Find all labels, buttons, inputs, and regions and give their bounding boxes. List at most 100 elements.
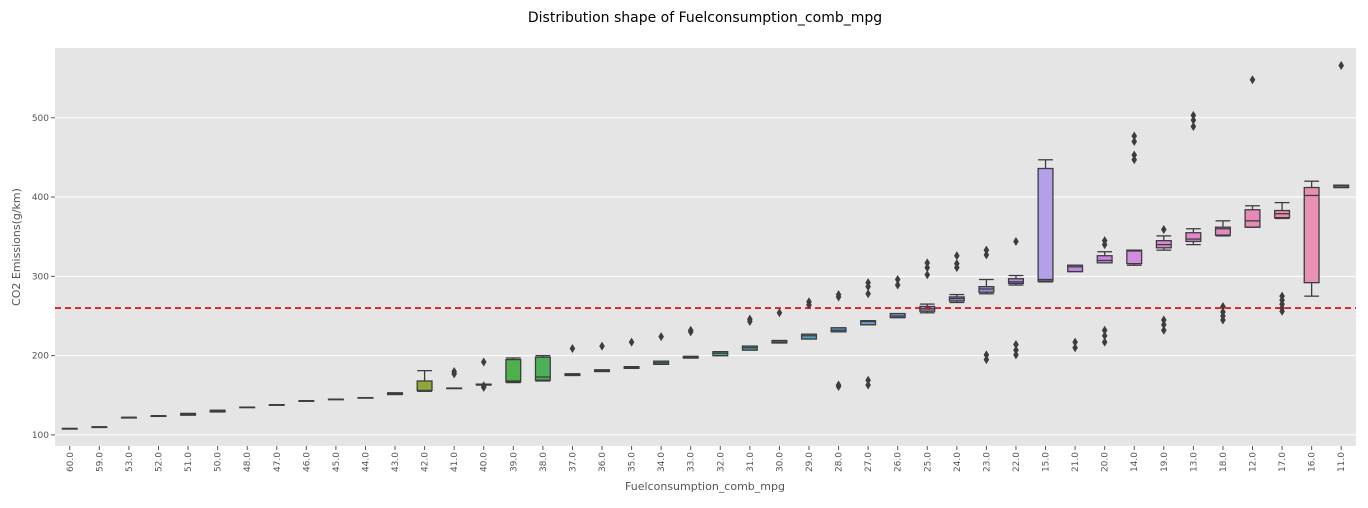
y-tick-label: 100 (32, 431, 49, 441)
x-tick-label: 14.0 (1130, 452, 1140, 472)
outlier (1013, 345, 1019, 355)
x-tick-label: 38.0 (539, 452, 549, 472)
outlier (954, 263, 960, 273)
x-tick-label: 37.0 (568, 452, 578, 472)
box (1185, 232, 1202, 243)
x-tick-label: 33.0 (687, 452, 697, 472)
x-tick-label: 46.0 (302, 452, 312, 472)
box (416, 380, 433, 392)
x-tick-label: 21.0 (1071, 452, 1081, 472)
x-tick-label: 20.0 (1101, 452, 1111, 472)
x-tick-label: 41.0 (450, 452, 460, 472)
x-tick-label: 22.0 (1012, 452, 1022, 472)
x-tick-label: 16.0 (1308, 452, 1318, 472)
x-tick-label: 18.0 (1219, 452, 1229, 472)
outlier (954, 251, 960, 261)
box (1096, 255, 1113, 264)
outlier (451, 366, 457, 376)
chart-title: Distribution shape of Fuelconsumption_co… (528, 10, 882, 26)
outlier (1131, 155, 1138, 165)
x-tick-label: 13.0 (1189, 452, 1199, 472)
outlier (1279, 306, 1285, 316)
outlier (835, 292, 842, 302)
outlier (687, 327, 694, 337)
outlier (865, 380, 871, 390)
outlier (865, 282, 871, 292)
x-tick-label: 12.0 (1249, 452, 1259, 472)
x-tick-label: 60.0 (66, 452, 76, 472)
outlier (1072, 343, 1078, 353)
x-tick-label: 25.0 (923, 452, 933, 472)
outlier (1072, 337, 1078, 347)
x-tick-label: 11.0 (1337, 452, 1347, 472)
x-tick-label: 29.0 (805, 452, 815, 472)
box (505, 358, 522, 383)
x-tick-label: 28.0 (835, 452, 845, 472)
x-tick-label: 15.0 (1042, 452, 1052, 472)
outlier (776, 308, 783, 318)
x-tick-label: 44.0 (361, 452, 371, 472)
plot-background (55, 48, 1356, 446)
box (1067, 264, 1084, 273)
grid (55, 117, 1356, 436)
outlier (1131, 131, 1138, 141)
x-tick-label: 30.0 (775, 452, 785, 472)
outlier (1161, 315, 1167, 325)
box (1244, 209, 1261, 228)
box (800, 333, 818, 340)
outlier (1101, 325, 1108, 335)
outlier (599, 341, 605, 351)
outlier (894, 280, 901, 290)
x-tick-label: 51.0 (184, 452, 194, 472)
x-tick-label: 27.0 (864, 452, 874, 472)
outlier (1131, 137, 1138, 147)
x-tick-label: 43.0 (391, 452, 401, 472)
outlier (658, 332, 664, 342)
outlier (924, 263, 931, 273)
outlier (924, 270, 931, 280)
x-tick-label: 34.0 (657, 452, 667, 472)
outlier (1220, 301, 1226, 311)
outlier (835, 382, 842, 392)
outlier (1013, 350, 1019, 360)
outlier (1220, 315, 1226, 325)
outlier (1131, 150, 1138, 160)
box (534, 356, 551, 381)
box (1007, 278, 1025, 285)
y-tick-label: 200 (32, 352, 49, 362)
outlier (865, 375, 871, 385)
x-axis-label: Fuelconsumption_comb_mpg (625, 480, 785, 493)
outlier (1249, 75, 1256, 85)
box (1214, 226, 1231, 236)
outlier (1190, 115, 1197, 125)
outlier (1013, 236, 1019, 246)
outlier (1338, 60, 1345, 70)
box (1126, 249, 1143, 265)
outlier (569, 343, 576, 353)
x-tick-label: 48.0 (243, 452, 253, 472)
x-tick-label: 40.0 (480, 452, 490, 472)
outlier (1101, 337, 1108, 347)
outlier (1161, 225, 1167, 235)
outlier (983, 250, 990, 260)
x-tick-label: 26.0 (894, 452, 904, 472)
outlier (1161, 320, 1167, 330)
x-tick-label: 50.0 (214, 452, 224, 472)
x-tick-label: 59.0 (95, 452, 105, 472)
x-tick-label: 42.0 (421, 452, 431, 472)
box (1303, 186, 1320, 284)
y-tick-label: 500 (32, 114, 49, 124)
x-tick-label: 35.0 (628, 452, 638, 472)
x-tick-label: 19.0 (1160, 452, 1170, 472)
outlier (1101, 240, 1108, 250)
x-tick-label: 17.0 (1278, 452, 1288, 472)
outlier (983, 355, 990, 365)
outlier (480, 357, 487, 367)
x-tick-label: 36.0 (598, 452, 608, 472)
y-tick-label: 300 (32, 272, 49, 282)
x-tick-label: 23.0 (982, 452, 992, 472)
x-tick-label: 45.0 (332, 452, 342, 472)
box (860, 320, 877, 326)
outlier (1101, 331, 1108, 341)
x-tick-label: 31.0 (746, 452, 756, 472)
